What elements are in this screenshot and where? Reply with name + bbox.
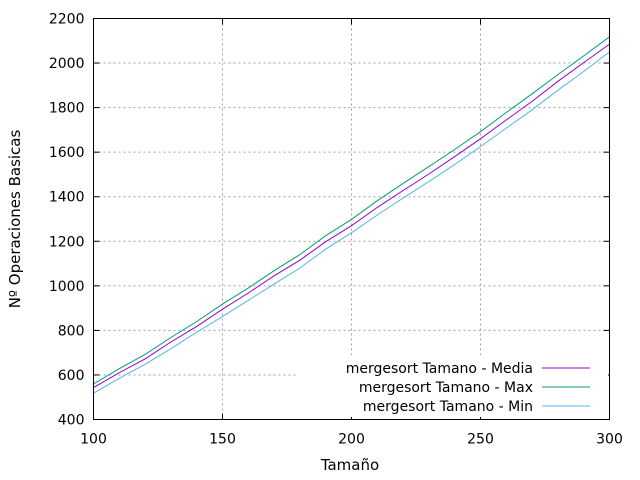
y-tick-label: 1400	[49, 190, 85, 206]
series-line-1	[93, 36, 610, 385]
x-tick-label: 300	[596, 432, 623, 448]
legend-background	[296, 355, 608, 417]
legend-label-1: mergesort Tamano - Max	[359, 380, 533, 396]
x-tick-label: 100	[80, 432, 107, 448]
x-tick-label: 150	[209, 432, 236, 448]
x-tick-label: 250	[467, 432, 494, 448]
legend: mergesort Tamano - Media mergesort Tamano…	[346, 361, 590, 415]
tick-labels: 400 600 800 1000 1200 1400 1600 1800 2000 2200 100…	[49, 12, 623, 448]
series-lines	[93, 36, 610, 394]
y-tick-label: 2000	[49, 56, 85, 72]
y-tick-label: 400	[58, 413, 85, 429]
legend-label-2: mergesort Tamano - Min	[363, 399, 533, 415]
y-tick-label: 1000	[49, 279, 85, 295]
x-axis-label: Tamaño	[320, 456, 379, 474]
legend-label-0: mergesort Tamano - Media	[346, 361, 533, 377]
series-line-2	[93, 51, 610, 394]
y-tick-label: 2200	[49, 12, 85, 28]
y-axis-label: Nº Operaciones Basicas	[6, 130, 24, 309]
y-tick-label: 1800	[49, 101, 85, 117]
y-tick-label: 1200	[49, 234, 85, 250]
axis-ticks	[93, 18, 610, 420]
y-tick-label: 800	[58, 323, 85, 339]
x-tick-label: 200	[338, 432, 365, 448]
y-tick-label: 600	[58, 368, 85, 384]
y-tick-label: 1600	[49, 145, 85, 161]
series-line-0	[93, 43, 610, 389]
